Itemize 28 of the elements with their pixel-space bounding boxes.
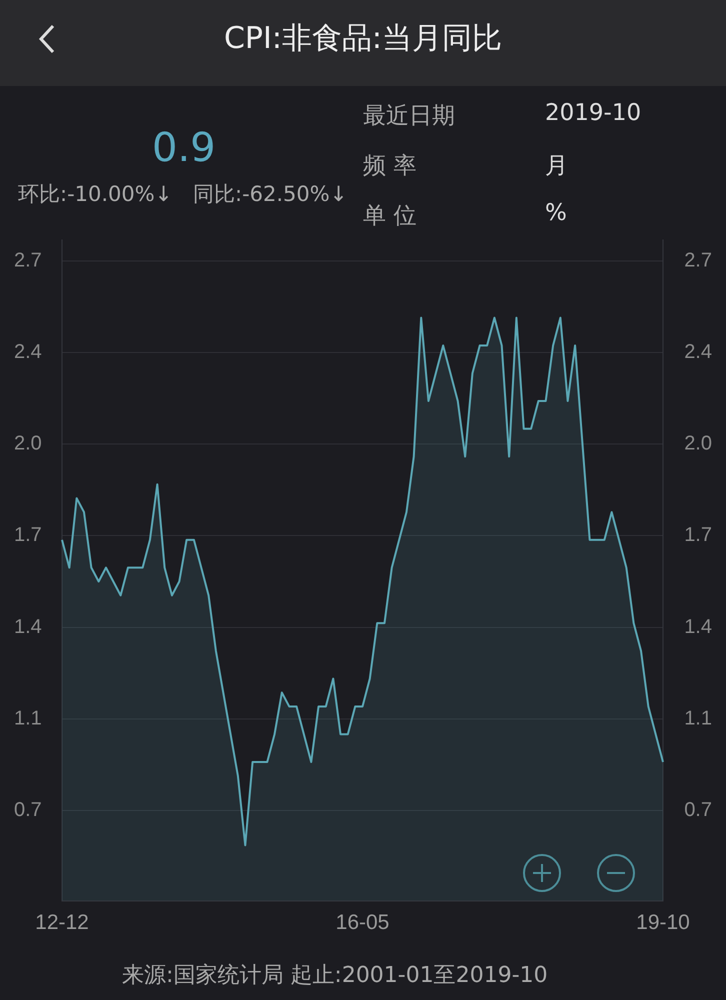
text: % <box>545 200 567 226</box>
text: 频 率 <box>363 152 416 181</box>
x-tick-label: 12-12 <box>35 911 89 934</box>
y2-tick-label: 1.4 <box>684 616 712 638</box>
text: 环比:-10.00%↓ <box>18 181 172 208</box>
y2-tick-label: 1.7 <box>684 524 712 546</box>
text: 月 <box>545 152 568 181</box>
y2-tick-label: 2.7 <box>684 249 712 272</box>
text: 2019-10 <box>545 100 642 126</box>
y-tick-label: 1.7 <box>14 524 42 546</box>
text: 0.9 <box>152 125 216 171</box>
y2-tick-label: 1.1 <box>684 707 712 730</box>
text: 单 位 <box>363 202 416 231</box>
text: 最近日期 <box>363 102 455 131</box>
x-tick-label: 16-05 <box>336 911 390 934</box>
y-tick-label: 2.4 <box>14 340 42 363</box>
y2-tick-label: 2.4 <box>684 340 712 363</box>
x-tick-label: 19-10 <box>636 911 690 934</box>
y2-tick-label: 2.0 <box>684 432 712 455</box>
y-tick-label: 2.7 <box>14 249 42 272</box>
source-note: 来源:国家统计局 起止:2001-01至2019-10 <box>122 962 548 990</box>
y-tick-label: 0.7 <box>14 799 42 822</box>
y-tick-label: 1.4 <box>14 616 42 638</box>
y-tick-label: 1.1 <box>14 707 42 730</box>
y-tick-label: 2.0 <box>14 432 42 455</box>
text: 同比:-62.50%↓ <box>193 181 348 208</box>
chart-title: CPI:非食品:当月同比 <box>222 20 504 58</box>
y2-tick-label: 0.7 <box>684 799 712 822</box>
